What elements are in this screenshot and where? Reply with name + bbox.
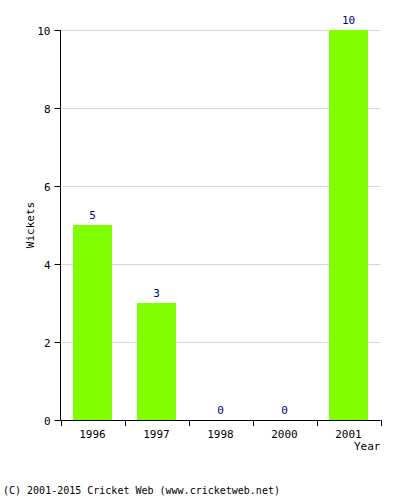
- x-tick: [189, 420, 190, 426]
- bar: [265, 420, 304, 421]
- bar: [73, 225, 112, 420]
- x-tick: [381, 420, 382, 426]
- y-tick: [55, 420, 61, 421]
- data-label: 5: [89, 209, 96, 222]
- y-tick: [55, 30, 61, 31]
- x-tick-label: 1998: [207, 428, 234, 441]
- x-tick-label: 2000: [271, 428, 298, 441]
- y-tick-label: 6: [44, 181, 51, 194]
- y-tick: [55, 342, 61, 343]
- bar: [201, 420, 240, 421]
- y-tick: [55, 264, 61, 265]
- data-label: 0: [217, 404, 224, 417]
- y-tick: [55, 186, 61, 187]
- y-tick-label: 4: [44, 259, 51, 272]
- bar: [137, 303, 176, 420]
- data-label: 0: [281, 404, 288, 417]
- annotation: (C) 2001-2015 Cricket Web (www.cricketwe…: [3, 485, 280, 496]
- y-tick-label: 10: [37, 25, 50, 38]
- chart-container: 024681053001019961997199820002001Wickets…: [0, 0, 400, 500]
- x-tick: [317, 420, 318, 426]
- x-axis-label: Year: [354, 440, 381, 453]
- chart: 024681053001019961997199820002001Wickets…: [0, 0, 400, 500]
- x-tick: [253, 420, 254, 426]
- data-label: 10: [342, 14, 355, 27]
- y-tick: [55, 108, 61, 109]
- y-axis-label: Wickets: [24, 202, 37, 248]
- x-tick: [61, 420, 62, 426]
- bars: [73, 30, 368, 420]
- data-label: 3: [153, 287, 160, 300]
- x-tick-label: 1996: [79, 428, 106, 441]
- y-tick-label: 2: [44, 337, 51, 350]
- y-axis: [60, 30, 61, 420]
- y-tick-label: 0: [44, 415, 51, 428]
- x-tick-label: 1997: [143, 428, 170, 441]
- x-tick: [125, 420, 126, 426]
- bar: [329, 30, 368, 420]
- y-tick-label: 8: [44, 103, 51, 116]
- x-axis: [61, 420, 381, 421]
